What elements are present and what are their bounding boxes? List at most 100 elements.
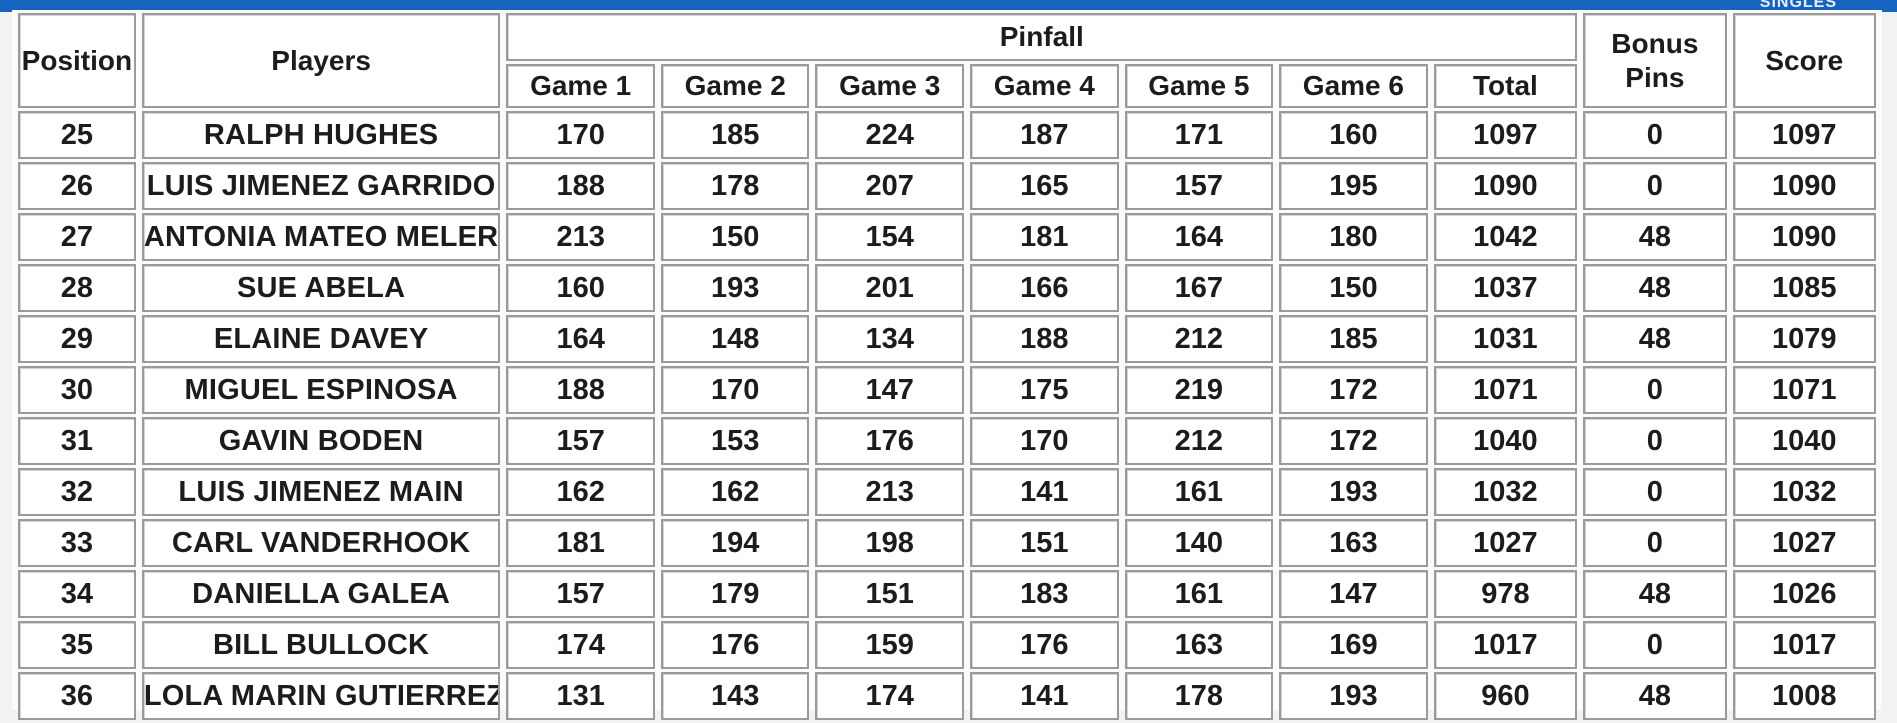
header-game-6[interactable]: Game 6	[1279, 64, 1428, 108]
total-cell: 978	[1433, 570, 1578, 618]
game-3-score-cell: 176	[815, 417, 965, 465]
total-cell: 1042	[1433, 213, 1578, 261]
player-name-cell: CARL VANDERHOOK	[141, 519, 501, 567]
game-1-score-cell: 131	[506, 672, 655, 720]
game-2-score-cell: 148	[660, 315, 810, 363]
bonus-pins-cell: 48	[1583, 672, 1727, 720]
high-game-score-cell: 213	[815, 468, 965, 516]
game-5-score-cell: 161	[1124, 570, 1274, 618]
game-5-score-cell: 140	[1124, 519, 1274, 567]
high-game-score-cell: 213	[506, 213, 655, 261]
standings-rows: 25 RALPH HUGHES 170 185 224 187 171 160 1097 0 109…	[18, 111, 1876, 720]
table-row[interactable]: 33 CARL VANDERHOOK 181 194 198 151 140 163 1027 0…	[18, 519, 1876, 567]
position-cell: 35	[18, 621, 136, 669]
game-2-score-cell: 170	[660, 366, 810, 414]
game-6-score-cell: 180	[1279, 213, 1428, 261]
game-1-score-cell: 170	[506, 111, 655, 159]
game-2-score-cell: 162	[660, 468, 810, 516]
header-game-4[interactable]: Game 4	[970, 64, 1119, 108]
final-score-cell: 1085	[1732, 264, 1876, 312]
game-6-score-cell: 193	[1279, 672, 1428, 720]
total-cell: 1037	[1433, 264, 1578, 312]
game-2-score-cell: 153	[660, 417, 810, 465]
standings-board: Position Players Pinfall Bonus Pins Scor…	[12, 10, 1882, 720]
game-2-score-cell: 143	[660, 672, 810, 720]
table-row[interactable]: 27 ANTONIA MATEO MELERO 213 150 154 181 164 180…	[18, 213, 1876, 261]
high-game-score-cell: 212	[1124, 315, 1274, 363]
total-cell: 1090	[1433, 162, 1578, 210]
header-total[interactable]: Total	[1433, 64, 1578, 108]
game-5-score-cell: 157	[1124, 162, 1274, 210]
header-position[interactable]: Position	[18, 13, 136, 108]
game-2-score-cell: 193	[660, 264, 810, 312]
position-cell: 29	[18, 315, 136, 363]
final-score-cell: 1090	[1732, 162, 1876, 210]
game-1-score-cell: 181	[506, 519, 655, 567]
game-6-score-cell: 193	[1279, 468, 1428, 516]
header-game-1[interactable]: Game 1	[506, 64, 655, 108]
player-name-cell: BILL BULLOCK	[141, 621, 501, 669]
table-row[interactable]: 36 LOLA MARIN GUTIERREZ 131 143 174 141 178 193…	[18, 672, 1876, 720]
game-2-score-cell: 194	[660, 519, 810, 567]
header-score[interactable]: Score	[1732, 13, 1876, 108]
game-1-score-cell: 188	[506, 162, 655, 210]
bonus-pins-cell: 48	[1583, 570, 1727, 618]
player-name-cell: MIGUEL ESPINOSA	[141, 366, 501, 414]
game-3-score-cell: 151	[815, 570, 965, 618]
table-row[interactable]: 35 BILL BULLOCK 174 176 159 176 163 169 1017 0 101…	[18, 621, 1876, 669]
bonus-pins-cell: 48	[1583, 264, 1727, 312]
game-1-score-cell: 188	[506, 366, 655, 414]
header-bonus-line2: Pins	[1625, 61, 1685, 93]
game-4-score-cell: 141	[970, 672, 1119, 720]
header-game-3[interactable]: Game 3	[815, 64, 965, 108]
game-6-score-cell: 150	[1279, 264, 1428, 312]
player-name-cell: LOLA MARIN GUTIERREZ	[141, 672, 501, 720]
table-row[interactable]: 31 GAVIN BODEN 157 153 176 170 212 172 1040 0 1040	[18, 417, 1876, 465]
game-4-score-cell: 188	[970, 315, 1119, 363]
total-cell: 1040	[1433, 417, 1578, 465]
total-cell: 1071	[1433, 366, 1578, 414]
player-name-cell: LUIS JIMENEZ GARRIDO	[141, 162, 501, 210]
game-2-score-cell: 150	[660, 213, 810, 261]
table-row[interactable]: 26 LUIS JIMENEZ GARRIDO 188 178 207 165 157 195…	[18, 162, 1876, 210]
game-5-score-cell: 178	[1124, 672, 1274, 720]
bonus-pins-cell: 0	[1583, 417, 1727, 465]
total-cell: 960	[1433, 672, 1578, 720]
table-row[interactable]: 34 DANIELLA GALEA 157 179 151 183 161 147 978 48 1…	[18, 570, 1876, 618]
header-players[interactable]: Players	[141, 13, 501, 108]
final-score-cell: 1097	[1732, 111, 1876, 159]
game-6-score-cell: 195	[1279, 162, 1428, 210]
table-row[interactable]: 30 MIGUEL ESPINOSA 188 170 147 175 219 172 1071 0…	[18, 366, 1876, 414]
total-cell: 1032	[1433, 468, 1578, 516]
table-row[interactable]: 28 SUE ABELA 160 193 201 166 167 150 1037 48 1085	[18, 264, 1876, 312]
table-row[interactable]: 25 RALPH HUGHES 170 185 224 187 171 160 1097 0 109…	[18, 111, 1876, 159]
total-cell: 1017	[1433, 621, 1578, 669]
game-4-score-cell: 183	[970, 570, 1119, 618]
game-4-score-cell: 141	[970, 468, 1119, 516]
bonus-pins-cell: 0	[1583, 366, 1727, 414]
bonus-pins-cell: 0	[1583, 111, 1727, 159]
game-4-score-cell: 181	[970, 213, 1119, 261]
window-corner-title: SINGLES	[1759, 0, 1837, 11]
game-1-score-cell: 160	[506, 264, 655, 312]
position-cell: 33	[18, 519, 136, 567]
header-game-5[interactable]: Game 5	[1124, 64, 1274, 108]
game-5-score-cell: 167	[1124, 264, 1274, 312]
game-4-score-cell: 176	[970, 621, 1119, 669]
position-cell: 28	[18, 264, 136, 312]
game-6-score-cell: 172	[1279, 417, 1428, 465]
bonus-pins-cell: 0	[1583, 162, 1727, 210]
player-name-cell: GAVIN BODEN	[141, 417, 501, 465]
header-game-2[interactable]: Game 2	[660, 64, 810, 108]
header-bonus-pins[interactable]: Bonus Pins	[1583, 13, 1727, 108]
game-4-score-cell: 170	[970, 417, 1119, 465]
game-1-score-cell: 164	[506, 315, 655, 363]
player-name-cell: SUE ABELA	[141, 264, 501, 312]
final-score-cell: 1017	[1732, 621, 1876, 669]
high-game-score-cell: 212	[1124, 417, 1274, 465]
game-6-score-cell: 147	[1279, 570, 1428, 618]
bonus-pins-cell: 0	[1583, 468, 1727, 516]
total-cell: 1097	[1433, 111, 1578, 159]
table-row[interactable]: 29 ELAINE DAVEY 164 148 134 188 212 185 1031 48 10…	[18, 315, 1876, 363]
table-row[interactable]: 32 LUIS JIMENEZ MAIN 162 162 213 141 161 193 103…	[18, 468, 1876, 516]
